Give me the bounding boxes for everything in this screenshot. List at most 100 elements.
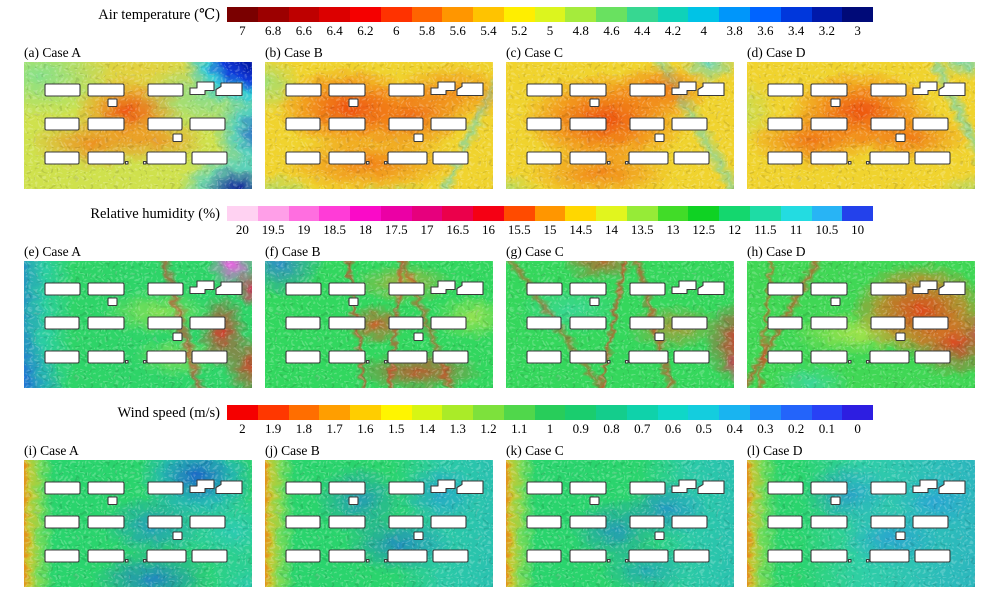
colorbar-tick-label: 16: [481, 222, 495, 237]
colorbar-segment: [380, 405, 412, 420]
colorbar-tick-label: 19.5: [261, 222, 285, 237]
colorbar-tick-label: 1.9: [265, 421, 282, 436]
panel-h: (h) Case D: [747, 243, 975, 388]
wind-speed-panels: (i) Case A (j) Case B (k) Case C (l) Cas…: [24, 442, 983, 587]
heatmap-h-case-d-humidity: [747, 261, 975, 388]
colorbar-tick-label: 1.8: [295, 421, 313, 436]
wind-speed-colorbar-row: Wind speed (m/s) 2 1.9 1.8 1.7 1.6 1.5 1.4 1.3 1…: [0, 405, 983, 438]
colorbar-segment: [626, 7, 658, 22]
panel-i: (i) Case A: [24, 442, 252, 587]
colorbar-segment: [811, 7, 843, 22]
colorbar-tick-label: 1.5: [388, 421, 405, 436]
colorbar-title: Wind speed (m/s): [117, 405, 220, 421]
colorbar-segment: [473, 7, 504, 22]
colorbar-tick-label: 1.3: [449, 421, 466, 436]
colorbar-segment: [411, 206, 443, 221]
relative-humidity-colorbar: 20 19.5 19 18.5 18 17.5 17 16.5 16 15.5 15 14.5 14 13…: [227, 206, 874, 239]
panel-d: (d) Case D: [747, 44, 975, 189]
colorbar-tick-label: 0.2: [787, 421, 805, 436]
panel-k: (k) Case C: [506, 442, 734, 587]
colorbar-tick-label: 19: [297, 222, 311, 237]
colorbar-segment: [288, 206, 320, 221]
heatmap-g-case-c-humidity: [506, 261, 734, 388]
colorbar-segment: [626, 206, 658, 221]
colorbar-segment: [288, 7, 320, 22]
colorbar-tick-label: 13.5: [630, 222, 654, 237]
colorbar-segment: [596, 206, 627, 221]
panel-label: (l) Case D: [747, 443, 803, 458]
colorbar-ticks: 7 6.8 6.6 6.4 6.2 6 5.8 5.6 5.4 5.2 5 4.8 4.6 4.4 4.2 4…: [227, 22, 873, 40]
colorbar-tick-label: 4.4: [634, 23, 651, 38]
colorbar-tick-label: 14.5: [569, 222, 593, 237]
relative-humidity-colorbar-row: Relative humidity (%) 20 19.5 19 18.5 18 17.5…: [0, 206, 983, 239]
colorbar-tick-label: 0.3: [757, 421, 774, 436]
colorbar-title: Relative humidity (%): [90, 206, 220, 222]
colorbar-segment: [688, 7, 720, 22]
colorbar-tick-label: 18.5: [323, 222, 347, 237]
panel-label: (g) Case C: [506, 244, 564, 259]
colorbar-tick-label: 3.2: [818, 23, 835, 38]
colorbar-segment: [350, 405, 381, 420]
colorbar-segment: [750, 405, 781, 420]
panel-label: (k) Case C: [506, 443, 564, 458]
panel-label: (d) Case D: [747, 45, 806, 60]
colorbar-segment: [534, 206, 566, 221]
building-footprints-overlay: [526, 280, 725, 364]
colorbar-tick-label: 1.4: [418, 421, 436, 436]
building-footprints-overlay: [44, 81, 243, 165]
colorbar-strip: [227, 206, 874, 221]
colorbar-tick-label: 4.2: [664, 23, 682, 38]
wind-speed-colorbar: 2 1.9 1.8 1.7 1.6 1.5 1.4 1.3 1.2 1.1 1 0.9 0.8 0.7 0.…: [227, 405, 874, 438]
colorbar-segment: [319, 7, 351, 22]
heatmap-j-case-b-wind: [265, 460, 493, 587]
colorbar-segment: [257, 206, 289, 221]
colorbar-tick-label: 3: [854, 23, 861, 38]
colorbar-tick-label: 0.9: [572, 421, 589, 436]
colorbar-segment: [719, 206, 751, 221]
colorbar-segment: [473, 405, 504, 420]
colorbar-segment: [811, 405, 843, 420]
colorbar-segment: [257, 7, 289, 22]
panel-label: (j) Case B: [265, 443, 320, 458]
colorbar-ticks: 2 1.9 1.8 1.7 1.6 1.5 1.4 1.3 1.2 1.1 1 0.9 0.8 0.7 0.…: [227, 420, 873, 438]
panel-a: (a) Case A: [24, 44, 252, 189]
colorbar-tick-label: 17: [420, 222, 434, 237]
heatmap-l-case-d-wind: [747, 460, 975, 587]
colorbar-tick-label: 6.2: [357, 23, 374, 38]
building-footprints-overlay: [767, 81, 966, 165]
panel-label: (i) Case A: [24, 443, 79, 458]
colorbar-tick-label: 5: [546, 23, 554, 38]
colorbar-tick-label: 18: [358, 222, 372, 237]
building-footprints-overlay: [44, 280, 243, 364]
panel-label: (a) Case A: [24, 45, 81, 60]
building-footprints-overlay: [526, 81, 725, 165]
colorbar-tick-label: 7: [239, 23, 246, 38]
colorbar-tick-label: 5.2: [511, 23, 528, 38]
heatmap-a-case-a-temperature: [24, 62, 252, 189]
panel-j: (j) Case B: [265, 442, 493, 587]
colorbar-tick-label: 10: [851, 222, 865, 237]
colorbar-tick-label: 5.8: [418, 23, 436, 38]
colorbar-tick-label: 4.8: [572, 23, 589, 38]
building-footprints-overlay: [767, 479, 966, 563]
colorbar-segment: [780, 206, 812, 221]
colorbar-segment: [350, 206, 381, 221]
colorbar-tick-label: 13: [666, 222, 680, 237]
colorbar-tick-label: 0.5: [695, 421, 712, 436]
air-temperature-colorbar-row: Air temperature (℃) 7 6.8 6.6 6.4 6.2 6 5.8 5.6…: [0, 7, 983, 40]
building-footprints-overlay: [44, 479, 243, 563]
colorbar-tick-label: 12.5: [692, 222, 716, 237]
heatmap-f-case-b-humidity: [265, 261, 493, 388]
panel-label: (h) Case D: [747, 244, 806, 259]
colorbar-tick-label: 1.2: [480, 421, 497, 436]
colorbar-segment: [719, 7, 751, 22]
air-temperature-section: Air temperature (℃) 7 6.8 6.6 6.4 6.2 6 5.8 5.6…: [0, 7, 983, 189]
air-temperature-panels: (a) Case A (b) Case B (c) Case C (d) Cas…: [24, 44, 983, 189]
colorbar-tick-label: 10.5: [815, 222, 839, 237]
colorbar-tick-label: 6.4: [326, 23, 343, 38]
colorbar-tick-label: 11: [789, 222, 803, 237]
colorbar-tick-label: 11.5: [754, 222, 777, 237]
heatmap-k-case-c-wind: [506, 460, 734, 587]
colorbar-segment: [780, 405, 812, 420]
panel-f: (f) Case B: [265, 243, 493, 388]
